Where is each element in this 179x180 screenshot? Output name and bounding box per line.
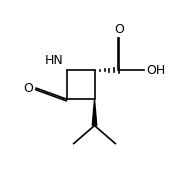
Text: O: O — [23, 82, 33, 95]
Text: HN: HN — [45, 54, 63, 67]
Text: O: O — [115, 23, 124, 36]
Text: OH: OH — [146, 64, 165, 77]
Polygon shape — [92, 99, 97, 126]
